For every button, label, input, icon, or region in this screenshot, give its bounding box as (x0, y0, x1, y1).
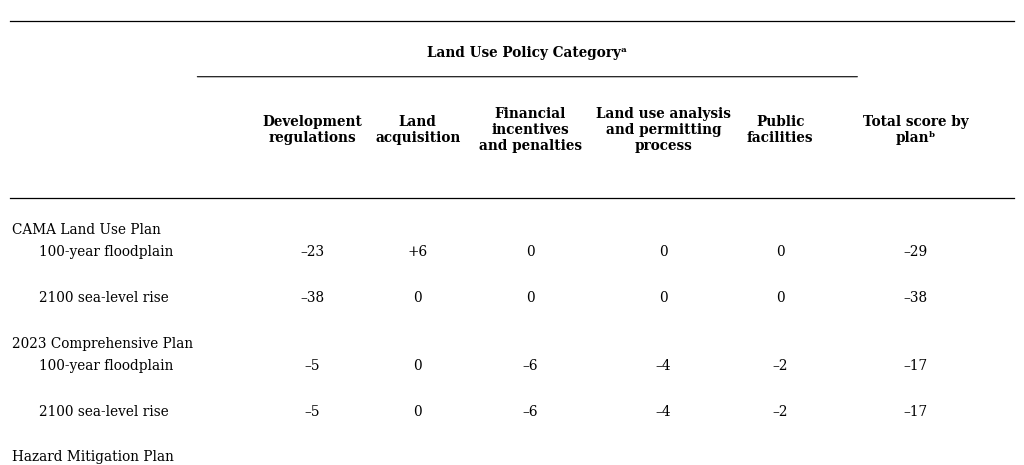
Text: 0: 0 (414, 405, 422, 418)
Text: CAMA Land Use Plan: CAMA Land Use Plan (12, 223, 161, 237)
Text: –17: –17 (903, 405, 928, 418)
Text: –5: –5 (304, 405, 321, 418)
Text: 100-year floodplain: 100-year floodplain (39, 359, 173, 373)
Text: 2023 Comprehensive Plan: 2023 Comprehensive Plan (12, 337, 194, 351)
Text: Hazard Mitigation Plan: Hazard Mitigation Plan (12, 450, 174, 464)
Text: Development
regulations: Development regulations (262, 115, 362, 145)
Text: Financial
incentives
and penalties: Financial incentives and penalties (479, 107, 582, 153)
Text: +6: +6 (408, 246, 428, 259)
Text: Land
acquisition: Land acquisition (375, 115, 461, 145)
Text: –6: –6 (522, 405, 539, 418)
Text: Land use analysis
and permitting
process: Land use analysis and permitting process (596, 107, 731, 153)
Text: 0: 0 (659, 246, 668, 259)
Text: –4: –4 (655, 405, 672, 418)
Text: –6: –6 (522, 359, 539, 373)
Text: –23: –23 (300, 246, 325, 259)
Text: –38: –38 (300, 291, 325, 305)
Text: Total score by
planᵇ: Total score by planᵇ (862, 115, 969, 145)
Text: –2: –2 (772, 405, 788, 418)
Text: 100-year floodplain: 100-year floodplain (39, 246, 173, 259)
Text: 2100 sea-level rise: 2100 sea-level rise (39, 291, 169, 305)
Text: –38: –38 (903, 291, 928, 305)
Text: Land Use Policy Categoryᵃ: Land Use Policy Categoryᵃ (427, 46, 628, 60)
Text: 0: 0 (776, 291, 784, 305)
Text: 0: 0 (414, 359, 422, 373)
Text: 0: 0 (526, 291, 535, 305)
Text: 0: 0 (414, 291, 422, 305)
Text: 0: 0 (659, 291, 668, 305)
Text: 0: 0 (526, 246, 535, 259)
Text: –29: –29 (903, 246, 928, 259)
Text: –2: –2 (772, 359, 788, 373)
Text: 0: 0 (776, 246, 784, 259)
Text: –4: –4 (655, 359, 672, 373)
Text: –17: –17 (903, 359, 928, 373)
Text: 2100 sea-level rise: 2100 sea-level rise (39, 405, 169, 418)
Text: –5: –5 (304, 359, 321, 373)
Text: Public
facilities: Public facilities (748, 115, 813, 145)
